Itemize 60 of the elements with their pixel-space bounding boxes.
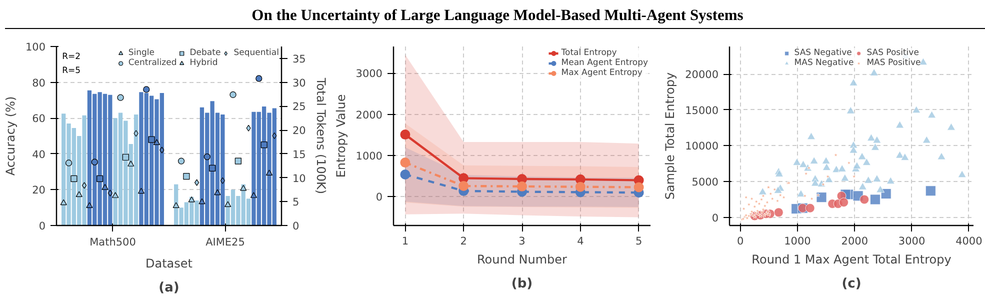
legend-label: Max Agent Entropy (561, 68, 642, 78)
x-tick-label: 2 (460, 236, 467, 248)
legend-label: SAS Positive (866, 48, 919, 58)
y-axis-title: Sample Total Entropy (663, 72, 678, 200)
x-tick-label: 0 (737, 236, 744, 248)
legend-label: Centralized (128, 58, 177, 68)
y2-tick-label: 30 (292, 77, 306, 90)
x-tick-label: Math500 (90, 236, 136, 248)
annotation: R=2 (62, 52, 81, 62)
legend-label: MAS Negative (794, 58, 854, 68)
y-tick-label: 0 (712, 212, 719, 224)
y-tick-label: 80 (32, 77, 46, 90)
x-tick-label: 1 (402, 236, 409, 248)
legend-label: Single (128, 48, 154, 58)
y2-tick-label: 35 (292, 53, 306, 66)
legend-label: Hybrid (190, 58, 218, 68)
y-tick-label: 60 (32, 113, 46, 126)
y2-axis-title: Total Tokens (100K) (314, 76, 328, 194)
y-tick-label: 2000 (356, 109, 383, 122)
y2-tick-label: 5 (292, 196, 300, 209)
x-tick-label: 3000 (898, 236, 926, 248)
legend-label: MAS Positive (866, 58, 921, 68)
y-tick-label: 20 (32, 184, 46, 197)
x-tick-label: 1000 (784, 236, 811, 248)
y-tick-label: 1000 (356, 150, 383, 163)
x-axis-title: Dataset (146, 256, 193, 270)
y2-tick-label: 10 (292, 172, 306, 185)
legend-label: Total Entropy (561, 48, 617, 58)
legend-label: Mean Agent Entropy (561, 58, 648, 68)
legend-label: Debate (190, 48, 221, 58)
y-tick-label: 20000 (685, 69, 719, 82)
y-tick-label: 15000 (685, 104, 719, 117)
legend-label: SAS Negative (794, 48, 852, 58)
y-tick-label: 0 (38, 220, 46, 232)
y-axis-title: Entropy Value (334, 94, 348, 178)
x-axis-title: Round 1 Max Agent Total Entropy (752, 252, 952, 266)
y2-tick-label: 15 (292, 148, 306, 161)
y-axis-title: Accuracy (%) (3, 96, 18, 176)
x-tick-label: 4 (577, 236, 584, 248)
y-tick-label: 100 (25, 42, 46, 54)
text: (a) (158, 280, 180, 296)
y-tick-label: 40 (32, 148, 46, 161)
y2-tick-label: 0 (292, 220, 300, 232)
y2-tick-label: 20 (292, 125, 306, 138)
text: (b) (511, 276, 533, 292)
text: On the Uncertainty of Large Language Model-Based Multi-Agent Systems (252, 6, 744, 26)
annotation: R=5 (62, 66, 81, 76)
y-tick-label: 5000 (692, 176, 719, 189)
x-tick-label: 2000 (841, 236, 868, 248)
text: (c) (842, 276, 862, 292)
y2-tick-label: 25 (292, 101, 306, 114)
x-tick-label: AIME25 (206, 236, 245, 248)
x-tick-label: 4000 (956, 236, 982, 248)
y-tick-label: 0 (376, 192, 383, 204)
x-tick-label: 3 (518, 236, 526, 248)
x-tick-label: 5 (635, 236, 642, 248)
x-axis-title: Round Number (477, 252, 568, 266)
legend-label: Sequential (234, 48, 279, 58)
y-tick-label: 3000 (356, 68, 383, 80)
y-tick-label: 10000 (685, 140, 719, 153)
